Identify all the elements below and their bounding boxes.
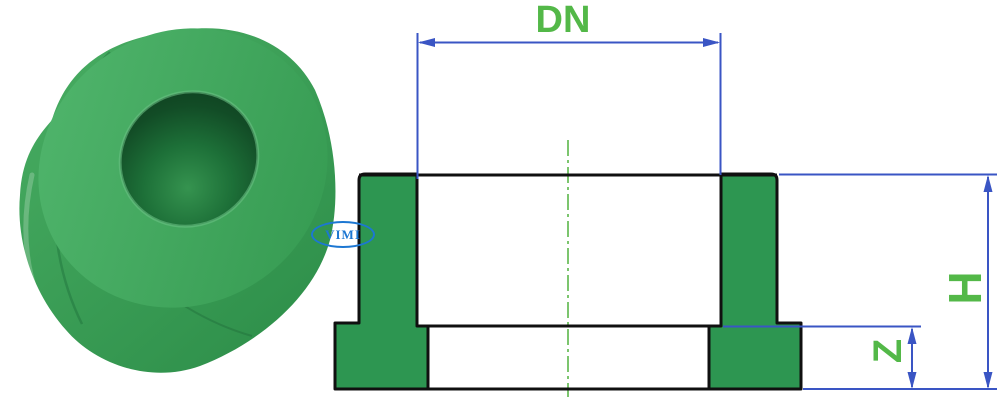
arrowhead-right-icon <box>703 38 720 47</box>
product-photo <box>19 28 336 373</box>
vimi-logo-text: VIMI <box>325 226 361 242</box>
z-dimension-label: Z <box>866 338 910 364</box>
h-dimension-label: H <box>939 271 991 305</box>
dimension-h <box>779 173 997 390</box>
spigot-highlight <box>23 172 55 325</box>
section-wall-left <box>333 172 430 391</box>
arrowhead-down-icon <box>907 372 917 389</box>
arrowhead-up-icon <box>907 327 917 344</box>
arrowhead-left-icon <box>418 38 435 47</box>
socket-bore <box>118 90 260 228</box>
dn-dimension-label: DN <box>535 0 591 41</box>
arrowhead-down-icon <box>983 372 993 389</box>
arrowhead-up-icon <box>983 175 993 192</box>
dimension-dn <box>416 33 722 179</box>
section-drawing <box>333 33 997 397</box>
section-wall-right <box>707 172 803 391</box>
dimension-z <box>723 325 921 389</box>
vimi-logo: VIMI <box>311 221 375 248</box>
